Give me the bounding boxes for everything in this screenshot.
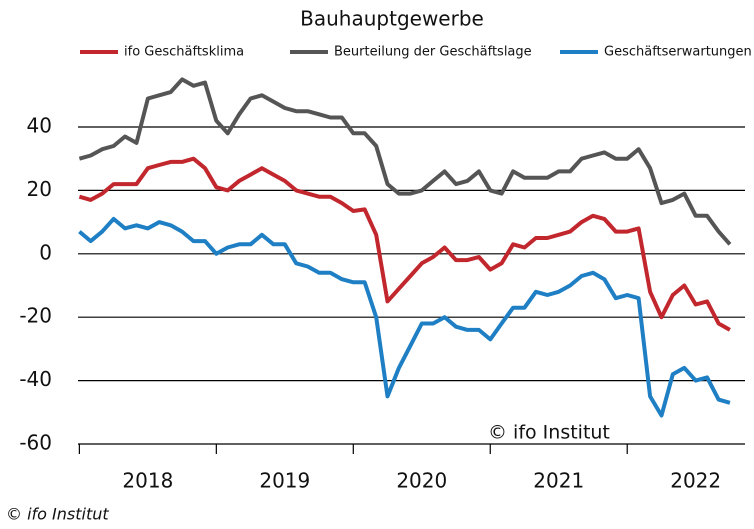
- series-line: [78, 216, 731, 418]
- y-tick-label: 20: [27, 177, 52, 201]
- legend-label: Beurteilung der Geschäftslage: [334, 45, 532, 60]
- y-tick-label: 0: [39, 240, 52, 264]
- y-tick-label: -20: [19, 304, 52, 328]
- y-tick-label: -40: [19, 367, 52, 391]
- source-note: © ifo Institut: [6, 505, 109, 524]
- chart-title: Bauhauptgewerbe: [300, 7, 484, 31]
- x-tick-label: 2019: [259, 469, 310, 493]
- series-line: [78, 156, 731, 332]
- watermark: © ifo Institut: [488, 422, 610, 444]
- series-line: [78, 77, 732, 246]
- y-tick-label: 40: [27, 114, 52, 138]
- x-tick-label: 2021: [533, 469, 584, 493]
- legend-label: Geschäftserwartungen: [604, 45, 752, 60]
- x-tick-label: 2018: [122, 469, 173, 493]
- x-tick-label: 2022: [670, 469, 721, 493]
- y-tick-label: -60: [19, 431, 52, 455]
- legend-label: ifo Geschäftsklima: [124, 45, 244, 60]
- x-tick-label: 2020: [396, 469, 447, 493]
